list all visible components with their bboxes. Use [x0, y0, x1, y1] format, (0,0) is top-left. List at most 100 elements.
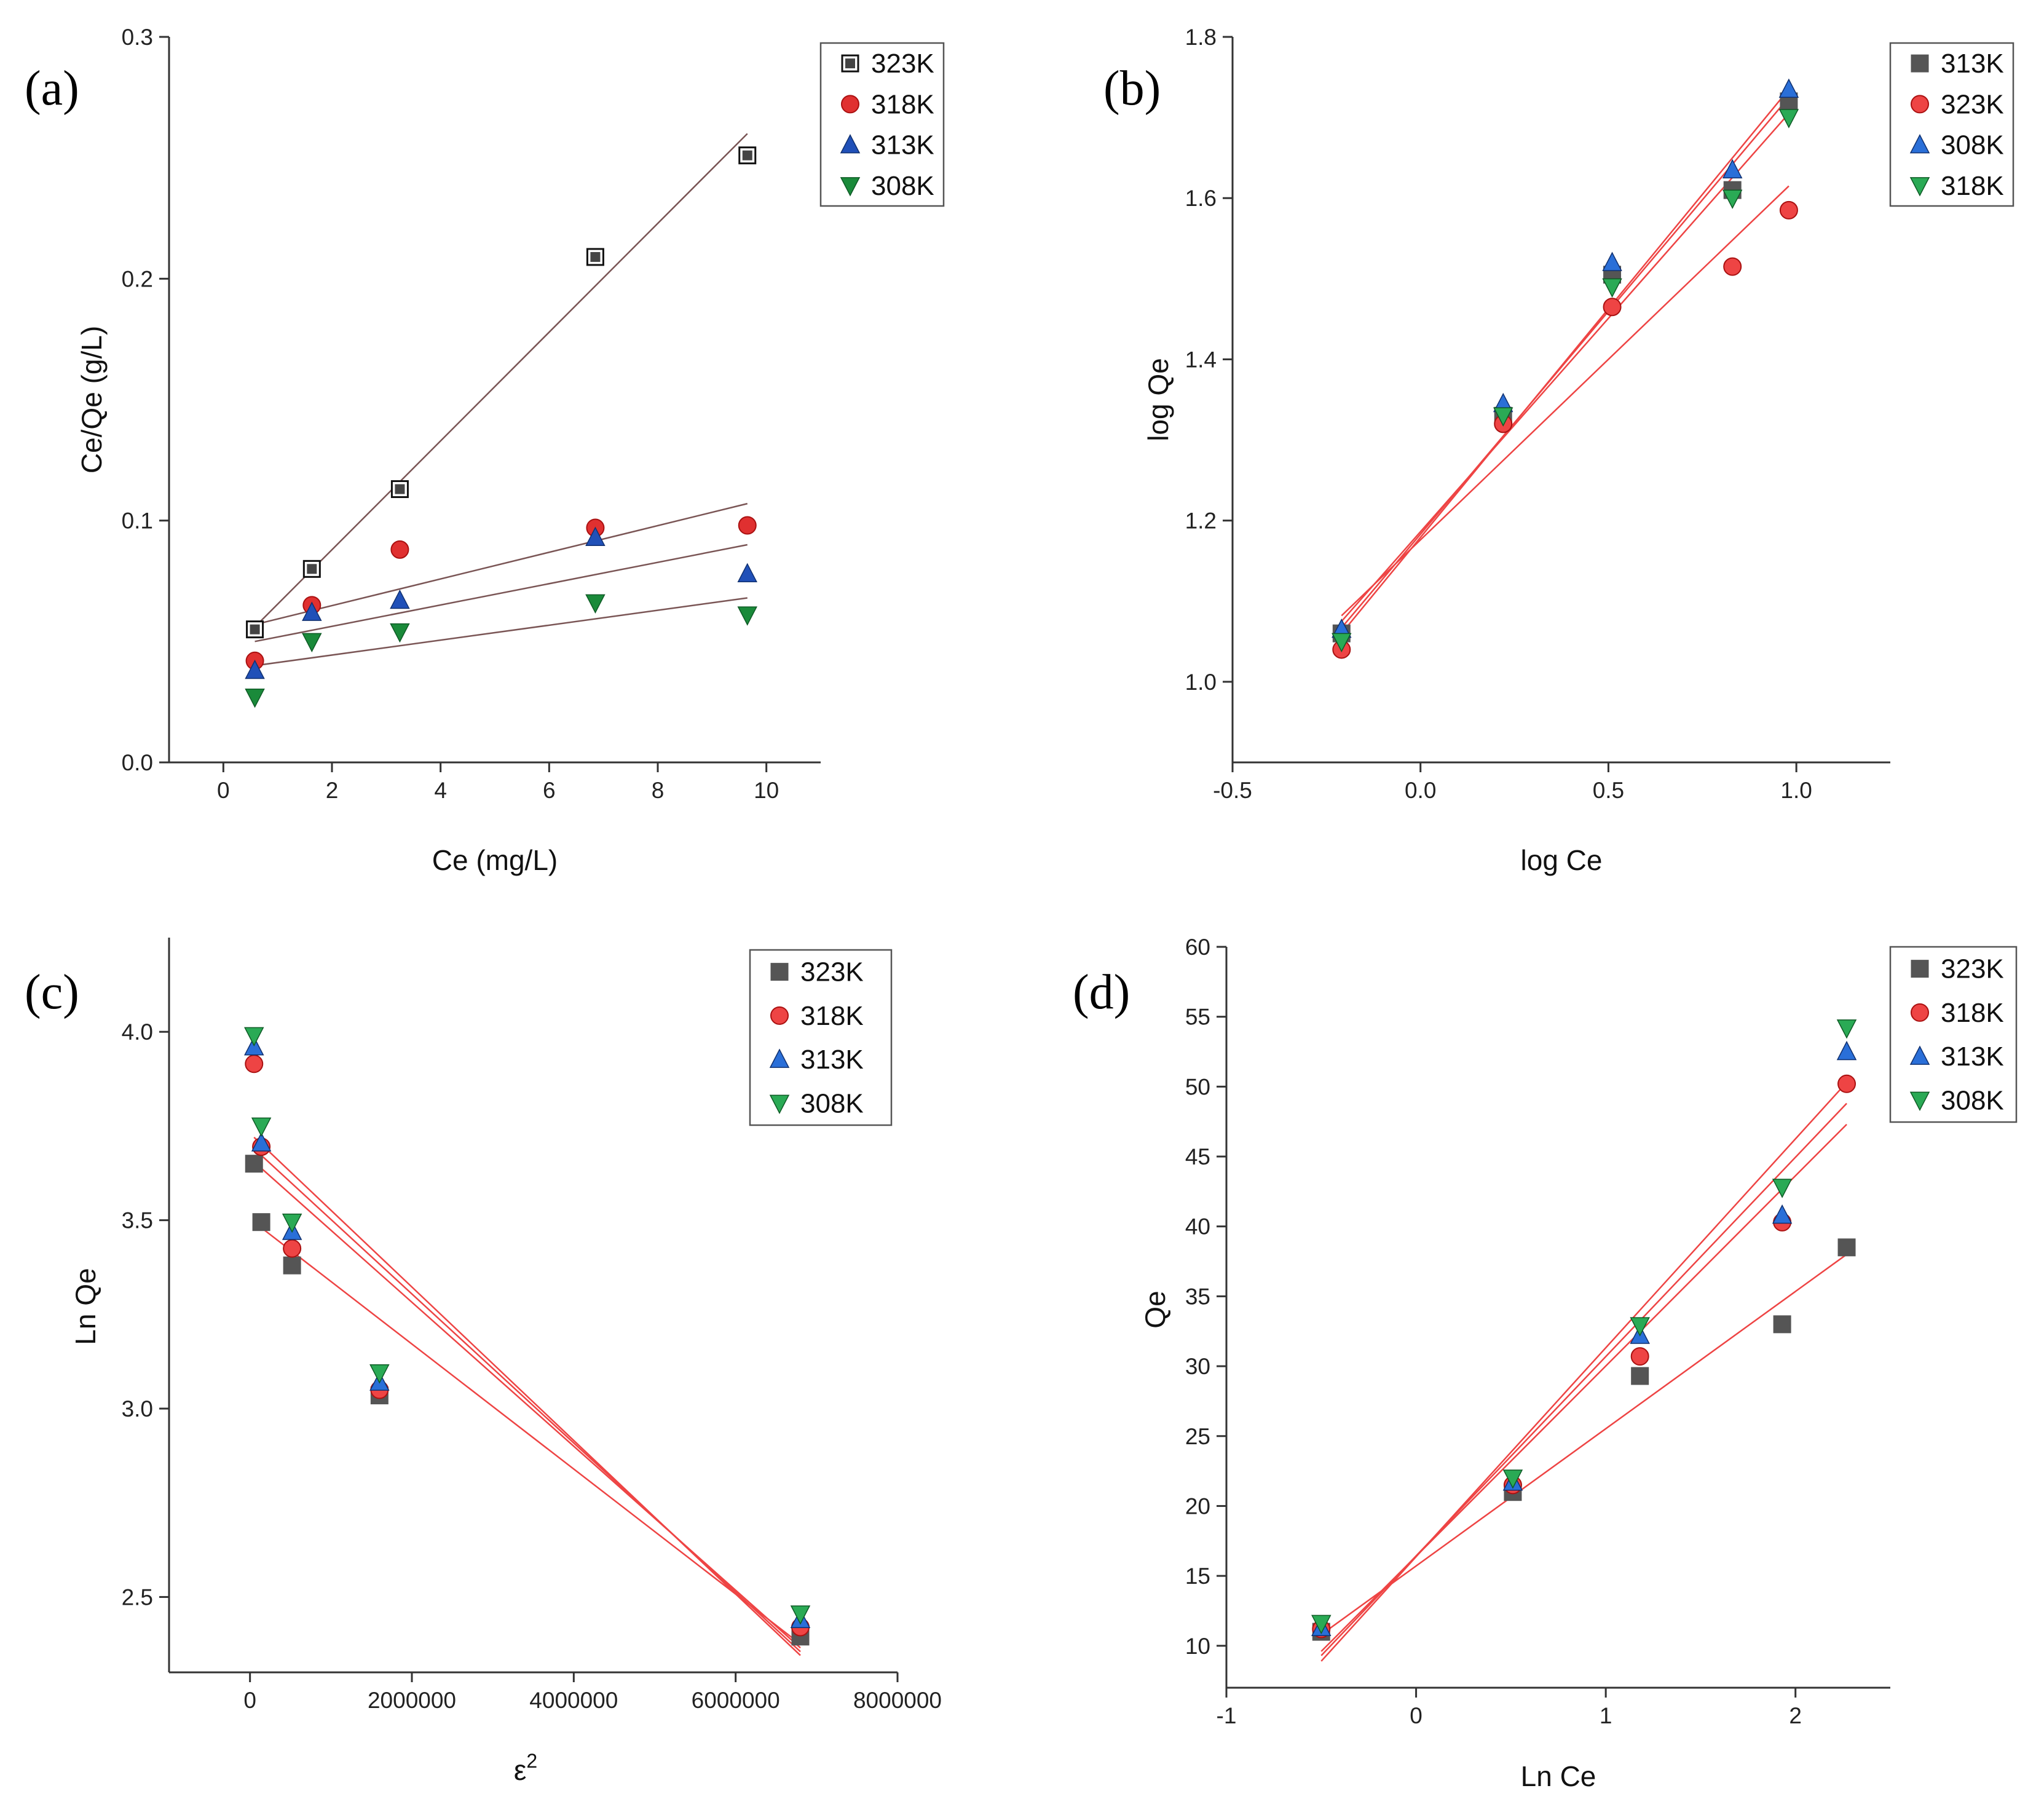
legend-marker-323K — [1911, 95, 1929, 114]
x-axis-title: ε2 — [514, 1750, 537, 1786]
data-point-323K — [1631, 1367, 1649, 1385]
data-point-318K — [1722, 189, 1743, 209]
legend-marker-318K — [770, 1006, 789, 1025]
data-point-323K — [1773, 1315, 1791, 1334]
x-tick-label: 4000000 — [529, 1688, 618, 1713]
data-point-308K — [585, 594, 606, 614]
x-tick-label: -0.5 — [1213, 778, 1252, 803]
y-tick-label: 1.4 — [1185, 347, 1217, 372]
legend-label: 308K — [871, 171, 934, 201]
legend-marker-308K — [1909, 1091, 1930, 1112]
data-point-318K — [1630, 1347, 1649, 1366]
y-axis-title: log Qe — [1142, 358, 1174, 441]
data-point-318K — [1837, 1074, 1857, 1093]
y-tick-label: 4.0 — [122, 1019, 153, 1045]
legend-marker-313K — [769, 1048, 790, 1068]
data-point-308K — [1630, 1317, 1650, 1337]
data-point-308K — [251, 1117, 272, 1137]
fit-line-318K — [1341, 113, 1789, 622]
legend-label: 313K — [1941, 49, 2004, 79]
y-tick-label: 15 — [1185, 1564, 1210, 1589]
x-axis-title: log Ce — [1521, 844, 1603, 876]
fit-line-318K — [255, 502, 748, 626]
x-tick-label: 6000000 — [692, 1688, 780, 1713]
data-point-308K — [1836, 1019, 1857, 1039]
data-point-323K — [252, 1213, 270, 1232]
legend-label: 318K — [800, 1001, 864, 1031]
y-tick-label: 0.2 — [122, 266, 153, 291]
legend-marker-313K — [1909, 1045, 1930, 1065]
legend-label: 308K — [1941, 1085, 2004, 1115]
y-tick-label: 0.3 — [122, 25, 153, 50]
x-tick-label: 0.5 — [1593, 778, 1624, 803]
data-point-323K — [738, 146, 757, 165]
x-tick-label: 0 — [243, 1688, 256, 1713]
legend-marker-313K — [1911, 54, 1929, 73]
legend-marker-323K — [841, 54, 859, 73]
y-axis-title: Ce/Qe (g/L) — [76, 326, 108, 473]
data-point-308K — [244, 1027, 264, 1046]
y-tick-label: 50 — [1185, 1074, 1210, 1099]
data-point-308K — [1311, 1615, 1332, 1635]
panel-letter: (c) — [25, 965, 79, 1019]
legend-marker-308K — [840, 177, 861, 197]
fit-line-313K — [255, 544, 748, 642]
x-tick-label: 8 — [652, 778, 665, 803]
y-tick-label: 3.0 — [122, 1396, 153, 1421]
legend-label: 323K — [800, 957, 864, 987]
x-tick-label: 4 — [434, 778, 447, 803]
data-point-308K — [282, 1213, 302, 1233]
panel-letter: (a) — [25, 61, 79, 116]
legend-label: 323K — [871, 49, 934, 79]
y-tick-label: 1.0 — [1185, 670, 1217, 695]
data-point-318K — [1778, 109, 1799, 128]
legend-label: 323K — [1941, 89, 2004, 119]
fit-line-313K — [253, 1148, 801, 1653]
fit-line-313K — [1320, 1102, 1847, 1656]
data-point-323K — [1837, 1238, 1856, 1257]
y-tick-label: 1.6 — [1185, 186, 1217, 211]
data-point-318K — [738, 516, 757, 535]
x-tick-label: 0 — [217, 778, 230, 803]
data-point-313K — [302, 601, 322, 621]
legend-marker-323K — [770, 963, 789, 981]
data-point-308K — [1722, 159, 1743, 179]
fit-line-308K — [1341, 89, 1789, 635]
x-tick-label: 8000000 — [853, 1688, 942, 1713]
legend-marker-323K — [1911, 960, 1929, 978]
data-point-323K — [302, 559, 321, 578]
x-tick-label: 1 — [1600, 1703, 1612, 1728]
data-point-323K — [283, 1256, 301, 1275]
data-point-308K — [302, 633, 322, 652]
data-point-323K — [1779, 200, 1798, 219]
fit-line-323K — [1320, 1254, 1847, 1635]
chart-panel-1: (a) 0 2 4 6 8 10 0.0 0.1 0.2 0.3 Ce (mg/L) Ce/Qe (g/… — [25, 25, 945, 876]
data-point-313K — [1772, 1204, 1793, 1224]
x-tick-label: 2000000 — [368, 1688, 456, 1713]
legend: 313K 323K 308K 318K — [1889, 42, 2014, 207]
fit-line-323K — [1341, 185, 1789, 617]
data-point-308K — [390, 623, 410, 643]
legend: 323K 318K 313K 308K — [749, 949, 893, 1126]
legend-marker-318K — [1909, 177, 1930, 197]
data-point-323K — [1723, 257, 1742, 276]
data-point-308K — [1772, 1179, 1793, 1198]
chart-panel-3: (c) 0 2000000 4000000 6000000 8000000 2.5 3.0 3.… — [25, 938, 942, 1786]
data-point-318K — [1493, 407, 1513, 427]
data-point-318K — [1332, 633, 1352, 652]
legend-label: 313K — [871, 130, 934, 160]
legend-marker-313K — [840, 133, 861, 154]
legend: 323K 318K 313K 308K — [1889, 946, 2018, 1123]
data-point-323K — [246, 620, 264, 639]
y-tick-label: 30 — [1185, 1354, 1210, 1379]
y-tick-label: 0.1 — [122, 508, 153, 534]
x-tick-label: 10 — [754, 778, 779, 803]
x-tick-label: 6 — [543, 778, 556, 803]
fit-line-323K — [254, 133, 748, 628]
y-tick-label: 20 — [1185, 1493, 1210, 1519]
y-tick-label: 1.2 — [1185, 508, 1217, 534]
x-tick-label: 2 — [1789, 1703, 1802, 1728]
legend-label: 318K — [1941, 998, 2004, 1028]
data-point-318K — [245, 1054, 264, 1073]
